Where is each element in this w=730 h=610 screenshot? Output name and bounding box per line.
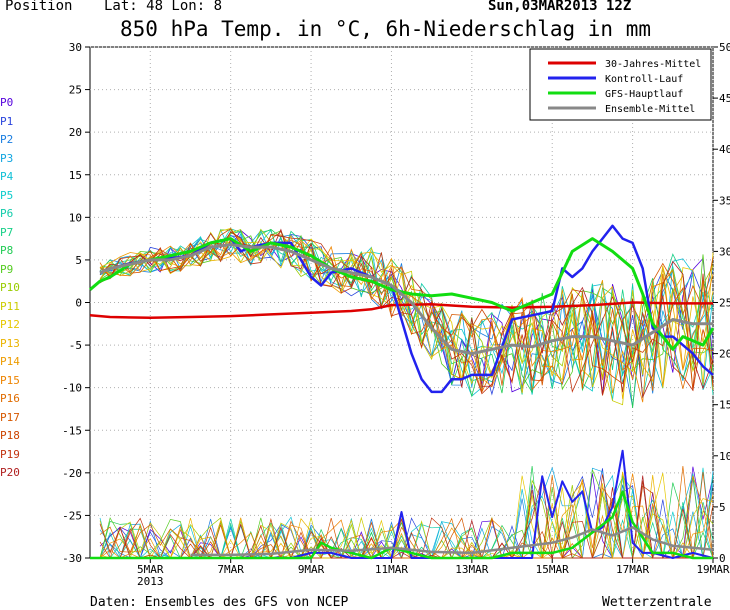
member-label: P3 — [0, 151, 14, 165]
member-label: P15 — [0, 373, 20, 387]
y-left-tick-label: -10 — [62, 382, 82, 395]
x-tick-label: 15MAR — [536, 563, 569, 576]
legend-label: Kontroll-Lauf — [605, 74, 683, 85]
y-left-tick-label: 30 — [69, 41, 82, 54]
member-label: P20 — [0, 466, 20, 479]
series-line-ensemble-mittel-niederschlag — [190, 526, 714, 557]
ensemble-member-precip-line — [99, 475, 713, 559]
member-label: P11 — [0, 299, 20, 313]
y-left-tick-label: 0 — [75, 297, 82, 310]
member-label: P10 — [0, 281, 20, 294]
y-left-tick-label: 10 — [69, 211, 82, 224]
series-line-30-jahres-mittel — [89, 301, 713, 320]
series-line-gfs-hauptlauf — [89, 237, 715, 351]
x-tick-label: 13MAR — [455, 563, 488, 576]
y-right-tick-label: 30 — [719, 245, 730, 258]
x-tick-label: 5MAR — [137, 563, 164, 576]
member-label: P14 — [0, 355, 20, 368]
y-right-tick-label: 20 — [719, 348, 730, 361]
member-label: P1 — [0, 114, 14, 128]
x-tick-label: 7MAR — [217, 563, 244, 576]
series-line-kontroll-lauf — [99, 224, 714, 394]
data-source-note: Daten: Ensembles des GFS von NCEP — [90, 595, 349, 610]
member-label: P9 — [0, 262, 14, 276]
series-line-ensemble-mittel — [99, 243, 713, 356]
ensemble-member-line — [99, 228, 714, 391]
y-left-tick-label: -25 — [62, 509, 82, 522]
member-label: P16 — [0, 392, 20, 405]
x-tick-label: 19MAR — [696, 563, 729, 576]
member-label: P5 — [0, 188, 14, 202]
y-left-tick-label: -20 — [62, 467, 82, 480]
x-tick-label: 17MAR — [616, 563, 649, 576]
x-tick-label: 9MAR — [298, 563, 325, 576]
y-right-tick-label: 50 — [719, 41, 730, 54]
y-right-tick-label: 0 — [719, 552, 726, 565]
ensemble-member-precip-line — [100, 474, 713, 559]
ensemble-member-line — [99, 234, 714, 395]
member-label: P19 — [0, 447, 20, 461]
y-left-tick-label: -5 — [69, 339, 82, 352]
y-left-tick-label: 15 — [69, 169, 82, 182]
legend-label: GFS-Hauptlauf — [605, 89, 683, 100]
member-label: P2 — [0, 133, 14, 146]
y-right-tick-label: 10 — [719, 450, 730, 463]
y-left-tick-label: 5 — [75, 254, 82, 267]
lat-lon-label: Lat: 48 Lon: 8 — [104, 0, 223, 14]
y-right-tick-label: 5 — [719, 501, 726, 514]
y-right-tick-label: 45 — [719, 92, 730, 105]
x-sub-label: 2013 — [137, 575, 164, 588]
position-label: Position — [5, 0, 73, 14]
series-line-gfs-hauptlauf-niederschlag — [90, 490, 713, 560]
brand-label: Wetterzentrale — [602, 595, 712, 610]
legend-label: 30-Jahres-Mittel — [605, 59, 701, 70]
member-label: P13 — [0, 336, 20, 350]
member-label: P8 — [0, 244, 14, 257]
y-right-tick-label: 25 — [719, 297, 730, 310]
x-tick-label: 11MAR — [375, 563, 408, 576]
legend-label: Ensemble-Mittel — [605, 104, 695, 115]
ensemble-member-line — [99, 229, 714, 401]
chart-title: 850 hPa Temp. in °C, 6h-Niederschlag in … — [120, 17, 652, 41]
y-right-tick-label: 15 — [719, 399, 730, 412]
member-label: P6 — [0, 207, 14, 220]
run-time-label: Sun,03MAR2013 12Z — [488, 0, 632, 14]
legend-box — [529, 48, 712, 121]
y-right-tick-label: 35 — [719, 194, 730, 207]
y-right-tick-label: 40 — [719, 143, 730, 156]
y-left-tick-label: -15 — [62, 424, 82, 437]
y-left-tick-label: -30 — [62, 552, 82, 565]
y-left-tick-label: 25 — [69, 84, 82, 97]
member-label: P0 — [0, 96, 14, 109]
member-label: P12 — [0, 318, 20, 331]
member-label: P18 — [0, 429, 20, 442]
member-label: P17 — [0, 410, 20, 424]
y-left-tick-label: 20 — [69, 126, 82, 139]
member-label: P7 — [0, 225, 14, 239]
member-label: P4 — [0, 170, 14, 183]
